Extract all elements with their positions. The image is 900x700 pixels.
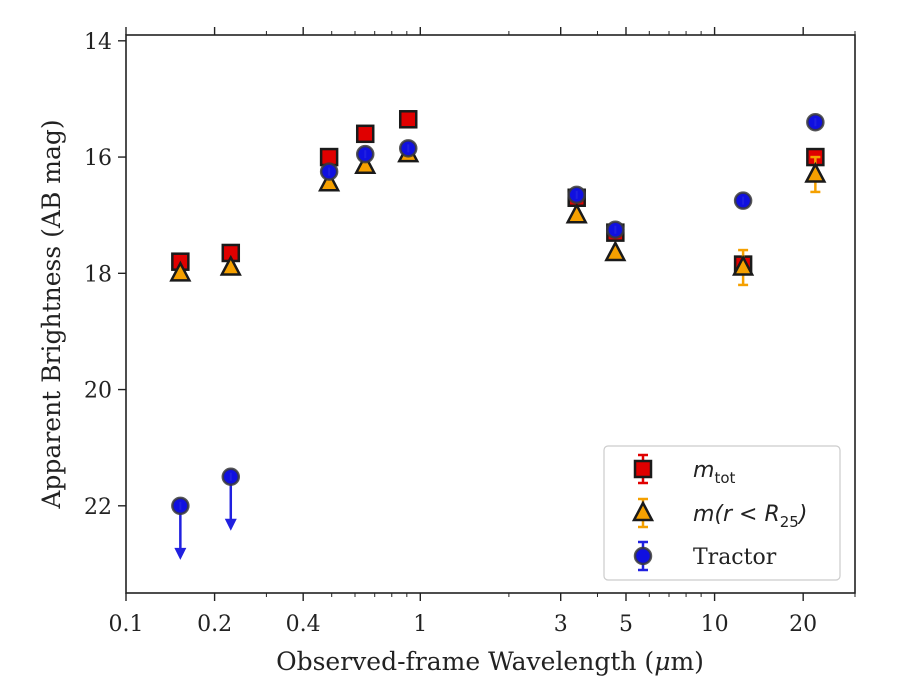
x-tick-label: 1: [413, 612, 427, 637]
y-tick-label: 18: [84, 262, 112, 287]
legend-item: m(r < R25): [631, 497, 807, 531]
y-tick-label: 16: [84, 146, 112, 171]
legend-marker: [633, 459, 653, 479]
data-point: [732, 254, 755, 276]
legend: mtot m(r < R25) Tractor: [603, 445, 841, 581]
legend-label: m(r < R25): [693, 502, 807, 531]
upper-limit-arrowhead: [174, 547, 187, 560]
x-tick-label: 0.4: [286, 612, 321, 637]
data-point: [355, 124, 375, 144]
x-tick-label: 5: [619, 612, 633, 637]
x-axis-label: Observed-frame Wavelength (μm): [276, 647, 704, 676]
data-point: [398, 110, 418, 129]
data-point: [354, 153, 377, 175]
x-tick-label: 0.1: [109, 612, 144, 637]
data-point: [169, 260, 192, 282]
legend-marker: [631, 500, 655, 522]
data-point: [604, 240, 627, 262]
y-tick-label: 14: [84, 30, 112, 55]
legend-box: [603, 445, 841, 581]
data-point: [219, 254, 242, 276]
legend-item: Tractor: [633, 540, 777, 572]
x-tick-label: 3: [554, 612, 568, 637]
legend-label: Tractor: [693, 545, 777, 570]
data-point: [804, 161, 827, 183]
y-axis: 14 16 18 20 22: [84, 30, 126, 520]
legend-marker: [633, 546, 653, 566]
series-circle: [171, 112, 825, 560]
y-axis-label: Apparent Brightness (AB mag): [37, 119, 66, 509]
y-tick-label: 20: [84, 379, 112, 404]
data-point: [318, 170, 341, 192]
upper-limit-arrowhead: [224, 518, 237, 531]
x-tick-label: 20: [789, 612, 817, 637]
x-axis: 0.1 0.2 0.4 1 3 5 10 20: [109, 27, 856, 637]
data-marks: [169, 110, 827, 560]
x-tick-label: 0.2: [197, 612, 232, 637]
legend-item: mtot: [633, 453, 735, 487]
legend-label: mtot: [693, 458, 735, 487]
x-tick-label: 10: [701, 612, 729, 637]
y-tick-label: 22: [84, 495, 112, 520]
data-point: [565, 202, 588, 224]
